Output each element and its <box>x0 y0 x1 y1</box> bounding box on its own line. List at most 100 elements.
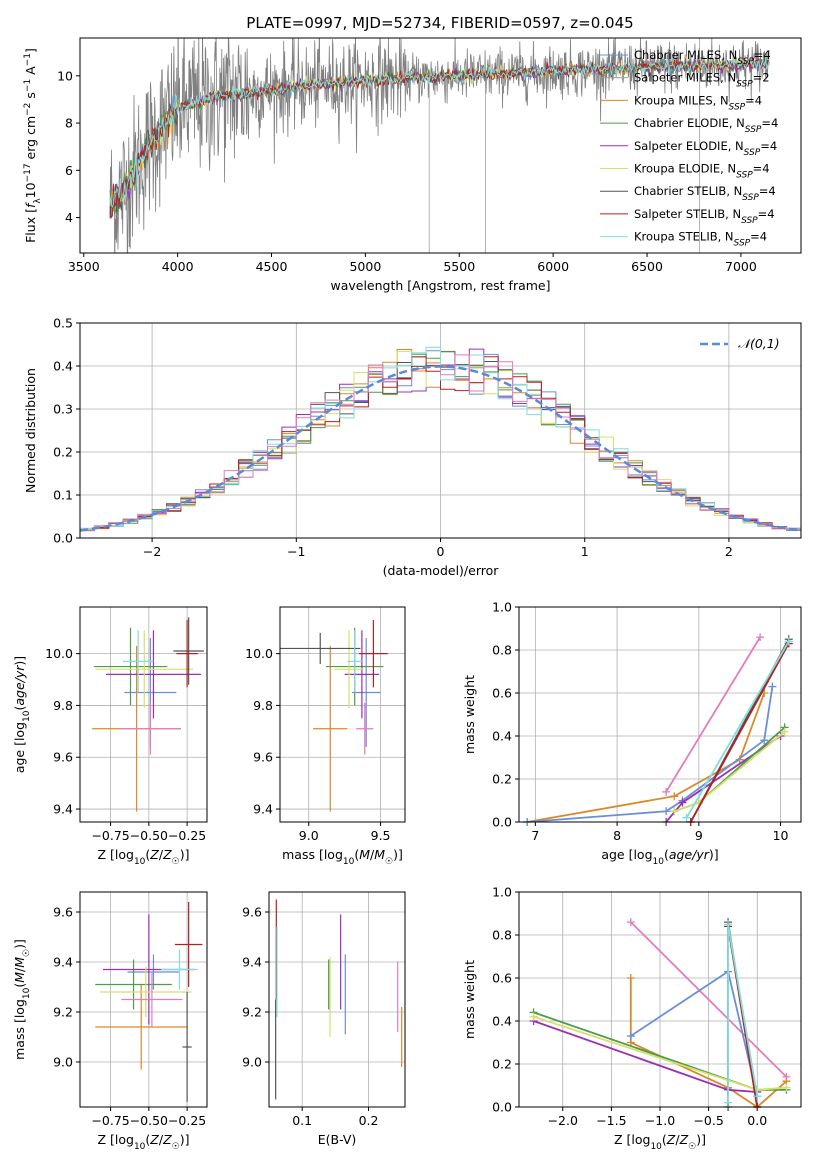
mass-vs-z-frame <box>79 891 208 1108</box>
x-tick-label: 5500 <box>443 259 475 274</box>
y-tick-label: 0.8 <box>492 643 512 658</box>
mass-vs-z-ylabel: mass [log10(M/M☉)] <box>12 939 32 1060</box>
y-tick-label: 9.0 <box>242 1055 262 1070</box>
x-tick-label: −0.75 <box>91 828 129 843</box>
mass-vs-z-xlabel: Z [log10(Z/Z☉)] <box>97 1132 189 1152</box>
x-tick-label: 9 <box>695 828 703 843</box>
y-tick-label: 8 <box>65 116 73 131</box>
mass-weight-marker <box>768 682 777 691</box>
x-tick-label: −0.25 <box>168 828 206 843</box>
mass-weight-marker <box>662 807 671 816</box>
y-tick-label: 9.6 <box>53 750 73 765</box>
y-tick-label: 0.0 <box>492 1100 512 1115</box>
y-tick-label: 6 <box>65 163 73 178</box>
x-tick-label: 4500 <box>256 259 288 274</box>
mass-weight-series <box>527 692 766 822</box>
massweight-vs-age-ylabel: mass weight <box>462 675 477 754</box>
y-tick-label: 9.8 <box>53 698 73 713</box>
mass-weight-marker <box>678 798 687 807</box>
y-tick-label: 9.4 <box>53 955 73 970</box>
massweight-vs-age-frame <box>518 606 802 823</box>
y-tick-label: 9.6 <box>53 905 73 920</box>
y-tick-label: 0.4 <box>492 729 512 744</box>
x-tick-label: 0 <box>437 544 445 559</box>
x-tick-label: −1.0 <box>645 1113 675 1128</box>
x-tick-label: 9.0 <box>299 828 319 843</box>
age-vs-z-axes: −0.75 −0.50 −0.25 9.4 9.6 9.8 10.0 <box>45 607 207 843</box>
mass-weight-marker <box>782 1083 791 1092</box>
mass-weight-series <box>533 1020 758 1093</box>
mass-weight-marker <box>756 633 765 642</box>
x-tick-label: 10 <box>773 828 789 843</box>
massweight-vs-age-xlabel: age [log10(age/yr)] <box>601 847 718 867</box>
x-tick-label: 7 <box>531 828 539 843</box>
normal-reference-curve <box>80 365 801 532</box>
y-tick-label: 9.0 <box>53 1055 73 1070</box>
residual-histogram <box>80 346 801 530</box>
residuals-frame <box>79 322 802 539</box>
y-tick-label: 1.0 <box>492 600 512 615</box>
y-tick-label: 10.0 <box>45 646 73 661</box>
mass-vs-ebv-xlabel: E(B-V) <box>318 1132 357 1147</box>
mass-weight-marker <box>724 920 733 929</box>
residuals-ylabel: Normed distribution <box>23 368 38 493</box>
y-tick-label: 10 <box>57 68 73 83</box>
legend-label: Kroupa ELODIE, NSSP=4 <box>634 162 770 181</box>
legend-label: Kroupa MILES, NSSP=4 <box>634 93 762 112</box>
massweight-vs-z-ylabel: mass weight <box>462 960 477 1039</box>
x-tick-label: 0.2 <box>359 1113 379 1128</box>
y-tick-label: 10.0 <box>245 646 273 661</box>
age-vs-z-ylabel: age [log10(age/yr)] <box>12 656 32 773</box>
mass-weight-marker <box>662 787 671 796</box>
massweight-vs-z-frame <box>518 891 802 1108</box>
x-tick-label: 6500 <box>631 259 663 274</box>
y-tick-label: 0.4 <box>492 1014 512 1029</box>
x-tick-label: 8 <box>613 828 621 843</box>
y-tick-label: 0.3 <box>53 402 73 417</box>
massweight-vs-z-axes: −2.0 −1.5 −1.0 −0.5 0.0 0.0 0.2 0.4 0.6 0.8 1.0 <box>492 885 801 1128</box>
x-tick-label: 2 <box>725 544 733 559</box>
y-tick-label: 0.0 <box>492 815 512 830</box>
y-tick-label: 9.4 <box>242 955 262 970</box>
mass-weight-marker <box>626 974 635 982</box>
y-tick-label: 0.0 <box>53 531 73 546</box>
age-vs-z-xlabel: Z [log10(Z/Z☉)] <box>97 847 189 867</box>
model-spectrum-line <box>109 58 770 208</box>
mass-weight-series <box>527 686 774 822</box>
x-tick-label: 0.0 <box>747 1113 767 1128</box>
spectrum-axes: 3500 4000 4500 5000 5500 6000 6500 7000 4 6 8 10 <box>57 38 770 274</box>
x-tick-label: 9.5 <box>371 828 391 843</box>
y-tick-label: 9.4 <box>253 802 273 817</box>
x-tick-label: 7000 <box>725 259 757 274</box>
mass-vs-z-axes: −0.75 −0.50 −0.25 9.0 9.2 9.4 9.6 <box>53 892 207 1128</box>
x-tick-label: −2.0 <box>548 1113 578 1128</box>
x-tick-label: −0.5 <box>693 1113 723 1128</box>
age-vs-mass-frame <box>279 606 406 823</box>
age-vs-z-frame <box>79 606 208 823</box>
y-tick-label: 1.0 <box>492 885 512 900</box>
legend-label: Kroupa STELIB, NSSP=4 <box>634 230 767 249</box>
age-vs-mass-xlabel: mass [log10(M/M☉)] <box>282 847 403 867</box>
y-tick-label: 0.1 <box>53 488 73 503</box>
spectrum-xlabel: wavelength [Angstrom, rest frame] <box>330 278 550 293</box>
legend-label: Salpeter STELIB, NSSP=4 <box>634 207 775 226</box>
mass-weight-marker <box>760 736 769 745</box>
y-tick-label: 0.2 <box>492 772 512 787</box>
y-tick-label: 9.8 <box>253 698 273 713</box>
mass-weight-marker <box>780 727 789 736</box>
mass-weight-marker <box>753 1092 762 1101</box>
x-tick-label: 0.1 <box>292 1113 312 1128</box>
spectrum-ylabel: Flux [fλ10−17 erg cm−2 s−1 A−1] <box>23 48 43 243</box>
mass-vs-ebv-frame <box>268 891 406 1108</box>
x-tick-label: 1 <box>581 544 589 559</box>
legend-label: Chabrier ELODIE, NSSP=4 <box>634 116 778 135</box>
y-tick-label: 9.2 <box>242 1005 262 1020</box>
y-tick-label: 0.8 <box>492 928 512 943</box>
mass-weight-series <box>689 643 790 822</box>
x-tick-label: −0.50 <box>130 1113 168 1128</box>
massweight-vs-z-xlabel: Z [log10(Z/Z☉)] <box>614 1132 706 1152</box>
x-tick-label: 4000 <box>162 259 194 274</box>
legend-label: 𝒩(0,1) <box>738 336 780 351</box>
x-tick-label: −1.5 <box>596 1113 626 1128</box>
